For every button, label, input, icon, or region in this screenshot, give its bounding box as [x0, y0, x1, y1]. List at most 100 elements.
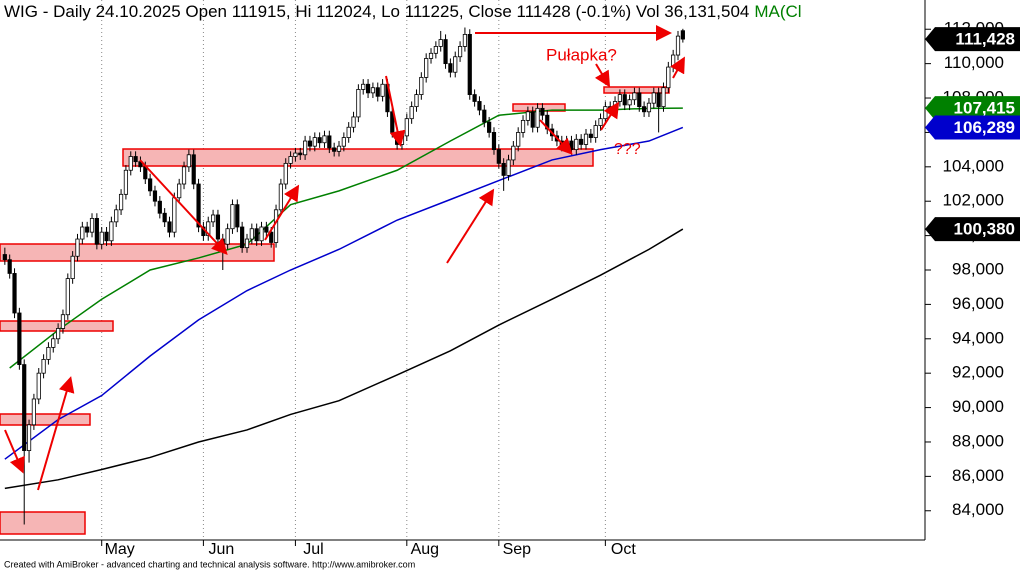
candle-body [230, 204, 235, 230]
candle-body [177, 183, 182, 199]
candle-body [457, 46, 463, 58]
candle-body [17, 312, 22, 365]
y-tick-label: 84,000 [952, 500, 1004, 519]
y-tick-label: 104,000 [943, 156, 1004, 175]
candle-body [666, 66, 671, 89]
candle-body [196, 183, 201, 228]
candle-body [336, 145, 342, 152]
candle-body [7, 259, 12, 274]
y-tick-label: 110,000 [944, 53, 1004, 72]
candle-body [259, 226, 264, 242]
title-text: WIG - Daily 24.10.2025 Open 111915, Hi 1… [4, 2, 749, 21]
candle-body [525, 111, 530, 121]
candle-body [583, 133, 589, 145]
x-tick-label: May [105, 541, 135, 558]
candle-body [26, 424, 32, 451]
candle-body [70, 255, 75, 279]
ma-line [4, 228, 684, 490]
candle-body [608, 106, 613, 111]
candle-body [191, 154, 196, 185]
y-tick-label: 86,000 [952, 466, 1004, 485]
candle-body [472, 94, 477, 102]
candle-body [293, 152, 298, 157]
candle-body [186, 154, 191, 168]
candle-body [31, 398, 37, 426]
candle-body [356, 89, 361, 118]
candle-body [65, 278, 70, 316]
candle-body [487, 121, 492, 133]
candle-body [307, 140, 313, 147]
candle-body [516, 132, 521, 147]
candle-body [41, 359, 46, 374]
candle-body [225, 228, 230, 245]
candle-body [283, 162, 288, 185]
arrow [446, 188, 495, 264]
zone-box [122, 148, 594, 167]
candle-body [278, 183, 283, 211]
candle-body [240, 226, 245, 249]
last-value-tag [925, 96, 1020, 121]
y-tick-label: 102,000 [943, 191, 1004, 210]
candle-body [85, 226, 90, 233]
candle-body [75, 238, 80, 257]
candle-body [501, 162, 506, 176]
candle-body [443, 39, 448, 65]
candle-body [574, 138, 579, 151]
candle-body [409, 106, 414, 120]
candle-body [496, 149, 501, 164]
candle-body [210, 214, 216, 223]
grid [101, 0, 606, 540]
zone-box [0, 413, 91, 426]
candle-body [419, 76, 424, 95]
candle-body [56, 328, 61, 340]
candle-body [298, 152, 303, 156]
arrow [385, 75, 406, 147]
candle-body [642, 106, 647, 113]
x-tick-label: Aug [411, 541, 439, 558]
candle-body [482, 109, 487, 123]
candle-body [36, 372, 41, 400]
candle-body [370, 87, 376, 94]
candle-body [540, 107, 545, 116]
candle-body [346, 126, 351, 138]
candle-body [351, 116, 356, 128]
candle-body [656, 92, 661, 108]
candle-body [579, 138, 584, 145]
arrow [600, 101, 620, 131]
candle-body [399, 135, 405, 145]
candle-body [661, 87, 666, 108]
arrow-layer: Pułapka? ??? [4, 25, 685, 491]
ma-line [4, 126, 684, 460]
candle-body [671, 54, 676, 68]
candle-body [646, 102, 652, 113]
arrow [594, 63, 611, 88]
title-ma: MA(Cl [754, 2, 801, 21]
candle-body [603, 106, 608, 120]
candle-body [104, 231, 109, 242]
candle-body [361, 83, 366, 90]
last-value-tag [925, 27, 1020, 52]
x-tick-label: Jun [209, 541, 235, 558]
candle-body [22, 364, 27, 451]
y-tick-label: 88,000 [952, 431, 1004, 450]
arrow [539, 119, 573, 155]
candle-body [627, 99, 632, 106]
candle-body [598, 118, 603, 126]
candle-body [133, 156, 138, 163]
candle-body [433, 46, 438, 54]
arrow [264, 184, 300, 241]
arrow [139, 159, 228, 255]
candle-body [637, 92, 642, 108]
candle-body [530, 111, 535, 128]
y-tick-label: 98,000 [952, 259, 1004, 278]
candle-body [448, 63, 453, 73]
candle-body [51, 338, 56, 348]
candle-body [327, 135, 332, 149]
candle-body [680, 30, 685, 40]
candle-body [12, 273, 17, 314]
candle-body [46, 346, 51, 360]
candle-body [312, 137, 317, 147]
annotation: ??? [614, 141, 641, 158]
candle-body [428, 52, 434, 59]
